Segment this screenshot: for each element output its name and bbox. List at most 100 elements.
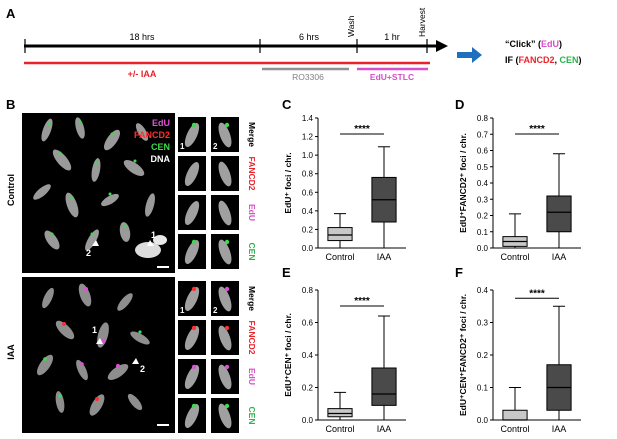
y-tick-label: 0.8: [477, 114, 489, 123]
channel-legend: EdU FANCD2 CEN DNA: [134, 118, 171, 164]
y-tick-label: 0.1: [477, 228, 489, 237]
inset-focus: [224, 286, 230, 292]
panel-label-b: B: [6, 97, 15, 112]
label-iaa: +/- IAA: [128, 69, 157, 79]
inset-focus: [191, 122, 197, 128]
control-arrow-label-1: 1: [151, 230, 156, 240]
inset-chromosome: [184, 123, 200, 147]
inset-chromosome: [184, 240, 200, 264]
strip-label-merge: Merge: [247, 286, 257, 311]
inset-focus: [191, 239, 197, 245]
inset-chromosome: [218, 403, 232, 429]
y-axis-label: EdU⁺CEN⁺FANCD2⁺ foci / chr.: [458, 294, 468, 416]
box-plot-panels: C D E F 0.0 0.2 0.4 0.6 0.8 1.0 1.2 1.4 EdU⁺ foc…: [282, 97, 581, 434]
y-tick-label: 0.7: [477, 130, 489, 139]
duration-18hrs: 18 hrs: [129, 32, 155, 42]
y-tick-label: 0.0: [302, 416, 314, 425]
y-tick-label: 0.4: [302, 351, 314, 360]
inset-focus: [191, 286, 197, 292]
box-iaa: [546, 195, 572, 233]
inset-tag: 1: [180, 306, 185, 315]
inset-focus: [224, 239, 230, 245]
y-tick-label: 0.2: [477, 351, 489, 360]
significance-label: ****: [354, 124, 370, 135]
box-iaa: [371, 367, 397, 406]
y-tick-label: 0.4: [477, 286, 489, 295]
strip-label-fancd2: FANCD2: [247, 156, 257, 190]
strip-label-merge: Merge: [247, 122, 257, 147]
significance-label: ****: [529, 288, 545, 299]
control-chromosomes: [33, 117, 167, 258]
y-tick-label: 0.0: [302, 244, 314, 253]
box-control: [327, 408, 353, 418]
inset-focus: [224, 403, 230, 409]
inset-chromosome: [218, 325, 232, 351]
category-label: IAA: [377, 424, 392, 434]
box-plot-c: 0.0 0.2 0.4 0.6 0.8 1.0 1.2 1.4 EdU⁺ foci / chr.…: [283, 114, 406, 262]
panel-a: A 18 hrs 6 hrs 1 hr Wash Harvest +/- IAA…: [6, 6, 582, 82]
category-label: Control: [500, 424, 529, 434]
micrograph-control: 2 1 EdU FANCD2 CEN DNA: [22, 113, 175, 273]
row-label-iaa: IAA: [6, 344, 16, 360]
y-tick-label: 0.2: [302, 384, 314, 393]
insets-control: Merge FANCD2 EdU CEN 1 2: [178, 117, 257, 269]
category-label: IAA: [552, 252, 567, 262]
y-tick-label: 1.0: [302, 151, 314, 160]
inset-focus: [191, 325, 197, 331]
label-ro3306: RO3306: [292, 72, 324, 82]
control-scale-bar: [157, 266, 169, 268]
inset-chromosome: [184, 326, 200, 350]
y-tick-label: 0.4: [302, 207, 314, 216]
y-tick-label: 0.0: [477, 416, 489, 425]
inset-chromosome: [218, 161, 232, 187]
inset-chromosome: [184, 287, 200, 311]
y-tick-label: 1.2: [302, 133, 314, 142]
strip-label-fancd2: FANCD2: [247, 320, 257, 354]
y-tick-label: 0.2: [477, 212, 489, 221]
iaa-arrow-label-2: 2: [140, 364, 145, 374]
control-cen-foci: [47, 120, 137, 236]
y-tick-label: 0.3: [477, 319, 489, 328]
y-tick-label: 0.0: [477, 244, 489, 253]
panel-b: B Control IAA: [6, 97, 257, 433]
panel-label-d: D: [455, 97, 464, 112]
strip-label-edu: EdU: [247, 368, 257, 385]
inset-chromosome: [184, 365, 200, 389]
iaa-scale-bar: [157, 424, 169, 426]
iaa-arrow-label-1: 1: [92, 325, 97, 335]
timeline-arrowhead: [436, 40, 448, 52]
y-tick-label: 0.3: [477, 195, 489, 204]
y-tick-label: 0.2: [302, 225, 314, 234]
y-tick-label: 0.5: [477, 163, 489, 172]
inset-tag: 1: [180, 142, 185, 151]
inset-chromosome: [218, 122, 232, 148]
readout-if: IF (FANCD2, CEN): [505, 55, 582, 65]
control-arrow-label-2: 2: [86, 248, 91, 258]
duration-6hrs: 6 hrs: [299, 32, 320, 42]
y-tick-label: 0.6: [302, 188, 314, 197]
box-plot-e: 0.0 0.2 0.4 0.6 0.8 EdU⁺CEN⁺ foci / chr. Contr…: [283, 286, 406, 434]
readout-click: “Click” (EdU): [505, 39, 562, 49]
y-tick-label: 0.8: [302, 170, 314, 179]
panel-label-a: A: [6, 6, 16, 21]
panel-label-f: F: [455, 265, 463, 280]
event-harvest: Harvest: [417, 7, 427, 37]
y-axis-label: EdU⁺FANCD2⁺ foci / chr.: [458, 133, 468, 233]
inset-chromosome: [218, 200, 232, 226]
inset-focus: [224, 364, 230, 370]
iaa-foci: [43, 287, 142, 401]
inset-focus: [191, 403, 197, 409]
inset-focus: [191, 364, 197, 370]
category-label: Control: [325, 252, 354, 262]
event-wash: Wash: [346, 15, 356, 37]
y-tick-label: 0.6: [477, 147, 489, 156]
legend-dna: DNA: [151, 154, 171, 164]
inset-chromosome: [218, 364, 232, 390]
inset-tag: 2: [213, 306, 218, 315]
inset-chromosome: [218, 239, 232, 265]
inset-chromosome: [218, 286, 232, 312]
box-plot-d: 0.0 0.1 0.2 0.3 0.4 0.5 0.6 0.7 0.8 EdU⁺FANCD2⁺ f…: [458, 114, 581, 262]
legend-fancd2: FANCD2: [134, 130, 170, 140]
significance-label: ****: [529, 124, 545, 135]
